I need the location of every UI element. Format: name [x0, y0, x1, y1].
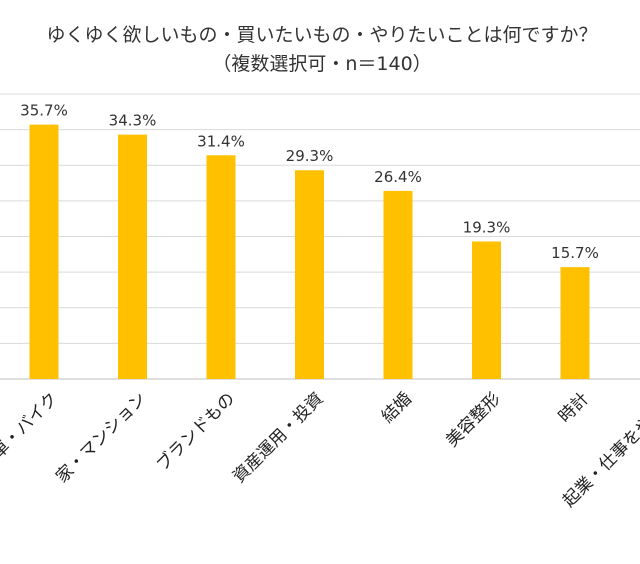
value-label: 26.4% — [374, 168, 422, 186]
bar — [29, 124, 59, 379]
bar — [383, 190, 413, 379]
bar — [206, 155, 236, 379]
category-label: 車・バイク — [0, 389, 62, 463]
bar — [118, 134, 147, 379]
category-label: 家・マンション — [52, 389, 150, 487]
value-label: 29.3% — [286, 147, 334, 165]
value-label: 15.7% — [551, 244, 599, 262]
category-label: 結婚 — [378, 389, 416, 427]
value-labels: 35.7%34.3%31.4%29.3%26.4%19.3%15.7%12.9% — [20, 102, 640, 282]
category-label: ブランドもの — [152, 388, 239, 475]
category-label: 美容整形 — [442, 389, 504, 451]
bars — [29, 124, 590, 379]
value-label: 31.4% — [197, 132, 245, 150]
chart-subtitle: （複数選択可・n＝140） — [212, 53, 431, 75]
bar — [472, 241, 501, 379]
bar — [560, 267, 590, 379]
category-label: 資産運用・投資 — [229, 389, 327, 487]
chart-title: ゆくゆく欲しいもの・買いたいもの・やりたいことは何ですか？ — [46, 24, 597, 46]
bar — [295, 170, 324, 379]
value-label: 35.7% — [20, 102, 68, 120]
value-label: 19.3% — [463, 218, 511, 236]
category-label: 時計 — [555, 389, 593, 427]
value-label: 34.3% — [109, 112, 157, 130]
